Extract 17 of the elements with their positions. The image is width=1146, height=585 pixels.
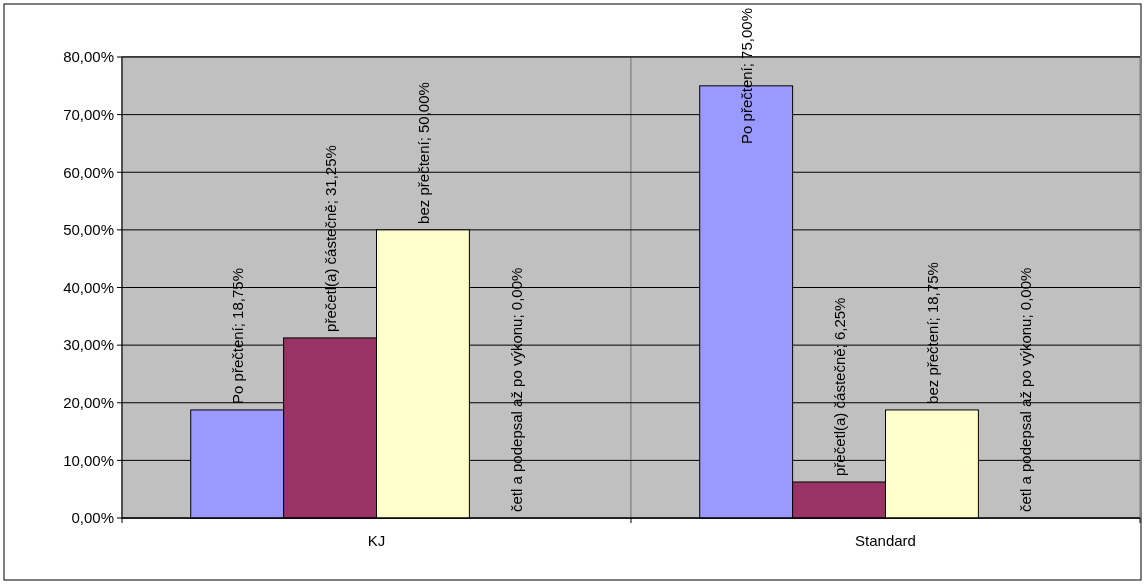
text: bez přečtení; 18,75% [923,262,941,404]
y-tick-label: 30,00% [63,336,114,354]
y-tick-label: 60,00% [63,163,114,181]
y-tick-label: 20,00% [63,394,114,411]
text: přečetl(a) částečně; 31,25% [322,145,340,332]
y-tick-label: 70,00% [63,105,114,123]
text: bez přečtení; 50,00% [414,82,432,224]
y-tick-label: 80,00% [63,48,114,66]
x-tick-label: Standard [855,532,916,549]
y-tick-label: 40,00% [63,278,114,296]
y-tick-label: 50,00% [63,221,114,239]
x-tick-label: KJ [367,532,386,549]
y-tick-label: 10,00% [63,451,114,469]
text: přečetl(a) částečně; 6,25% [831,297,849,476]
y-tick-label: 0,00% [71,509,114,527]
text: Po přečtení; 18,75% [229,268,247,404]
text: Po přečtení; 75,00% [738,8,756,144]
